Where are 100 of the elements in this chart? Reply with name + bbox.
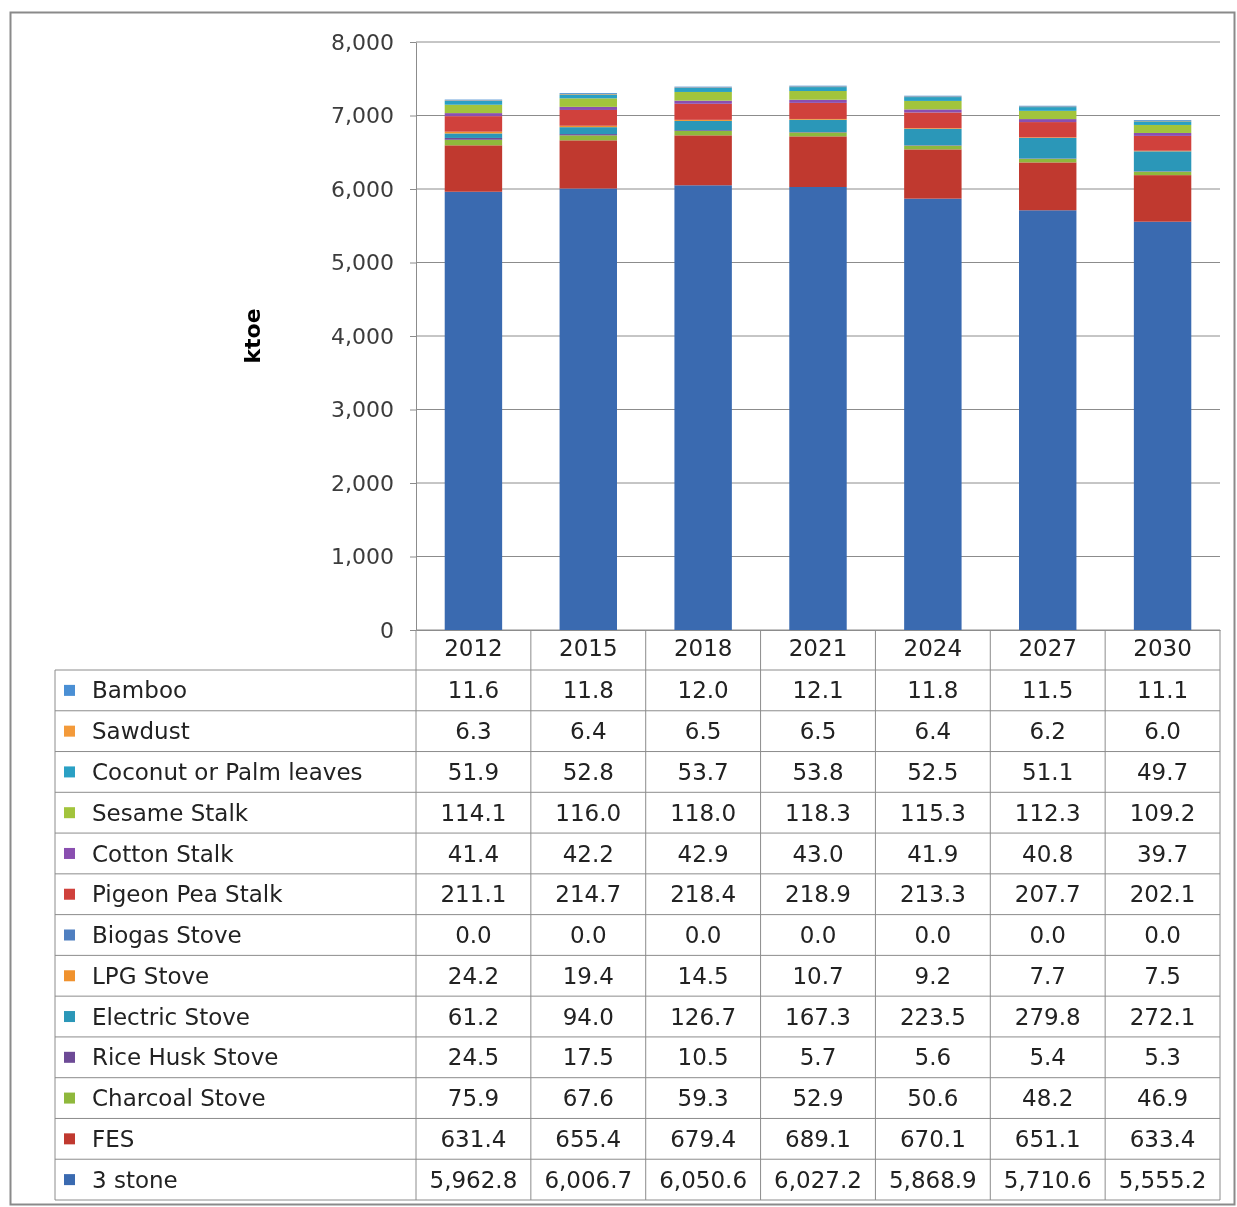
- legend-label: Bamboo: [92, 677, 188, 704]
- data-label: 5.3: [1144, 1044, 1181, 1071]
- x-tick-label: 2021: [788, 635, 848, 662]
- legend-label: Charcoal Stove: [92, 1085, 266, 1112]
- y-tick-label: 6,000: [331, 176, 394, 202]
- y-tick-label: 5,000: [331, 250, 394, 276]
- legend-label: LPG Stove: [92, 962, 210, 989]
- legend-label: Cotton Stalk: [92, 840, 235, 867]
- data-label: 52.9: [792, 1085, 844, 1112]
- data-label: 6.0: [1144, 718, 1181, 745]
- data-label: 5.7: [799, 1044, 837, 1071]
- data-label: 53.7: [677, 758, 729, 785]
- data-label: 5,710.6: [1003, 1166, 1092, 1193]
- data-label: 6.4: [570, 718, 607, 745]
- data-label: 9.2: [914, 962, 952, 989]
- data-label: 52.5: [907, 758, 959, 785]
- data-label: 10.5: [677, 1044, 729, 1071]
- data-label: 6.4: [914, 718, 952, 745]
- data-label: 116.0: [555, 799, 622, 826]
- data-label: 115.3: [899, 799, 966, 826]
- data-label: 126.7: [670, 1003, 737, 1030]
- data-label: 11.8: [562, 677, 614, 704]
- data-label: 118.0: [670, 799, 737, 826]
- data-label: 0.0: [455, 922, 492, 949]
- data-label: 14.5: [677, 962, 729, 989]
- data-label: 631.4: [440, 1125, 507, 1152]
- data-label: 40.8: [1022, 840, 1074, 867]
- data-label: 10.7: [792, 962, 844, 989]
- x-tick-label: 2012: [444, 635, 503, 662]
- data-label: 5.4: [1029, 1044, 1066, 1071]
- data-label: 19.4: [562, 962, 614, 989]
- data-label: 0.0: [914, 922, 952, 949]
- data-label: 42.9: [677, 840, 729, 867]
- data-label: 6.5: [799, 718, 837, 745]
- data-label: 51.9: [447, 758, 500, 785]
- data-label: 41.9: [907, 840, 959, 867]
- legend-label: Electric Stove: [92, 1003, 250, 1030]
- data-label: 0.0: [799, 922, 837, 949]
- data-label: 167.3: [785, 1003, 851, 1030]
- data-label: 6.5: [684, 718, 722, 745]
- data-label: 114.1: [440, 799, 507, 826]
- data-label: 7.5: [1144, 962, 1181, 989]
- data-label: 5,962.8: [429, 1166, 518, 1193]
- data-label: 118.3: [785, 799, 851, 826]
- data-label: 67.6: [562, 1085, 614, 1112]
- data-label: 679.4: [670, 1125, 737, 1152]
- data-label: 6,050.6: [659, 1166, 748, 1193]
- legend-label: FES: [92, 1125, 135, 1152]
- y-tick-label: 7,000: [331, 103, 394, 129]
- data-label: 52.8: [562, 758, 614, 785]
- data-label: 218.9: [785, 881, 851, 908]
- legend-label: Sawdust: [92, 718, 190, 745]
- data-label: 12.1: [792, 677, 844, 704]
- y-tick-label: 1,000: [331, 544, 394, 570]
- data-label: 6.2: [1029, 718, 1066, 745]
- legend-label: 3 stone: [92, 1166, 178, 1193]
- data-label: 49.7: [1136, 758, 1189, 785]
- data-label: 223.5: [899, 1003, 966, 1030]
- data-label: 53.8: [792, 758, 844, 785]
- y-tick-label: 2,000: [331, 470, 394, 496]
- data-label: 11.1: [1136, 677, 1189, 704]
- data-label: 670.1: [899, 1125, 966, 1152]
- data-label: 0.0: [570, 922, 607, 949]
- data-label: 7.7: [1029, 962, 1066, 989]
- data-label: 42.2: [562, 840, 614, 867]
- data-label: 207.7: [1014, 881, 1081, 908]
- data-label: 41.4: [447, 840, 500, 867]
- data-label: 279.8: [1014, 1003, 1081, 1030]
- legend-label: Coconut or Palm leaves: [92, 758, 363, 785]
- data-label: 689.1: [785, 1125, 851, 1152]
- data-label: 272.1: [1129, 1003, 1196, 1030]
- x-tick-label: 2024: [903, 635, 963, 662]
- data-label: 11.6: [447, 677, 500, 704]
- data-label: 11.8: [907, 677, 959, 704]
- data-label: 655.4: [555, 1125, 622, 1152]
- data-label: 218.4: [670, 881, 737, 908]
- x-tick-label: 2015: [559, 635, 618, 662]
- data-label: 48.2: [1022, 1085, 1074, 1112]
- data-label: 75.9: [447, 1085, 500, 1112]
- data-label: 12.0: [677, 677, 729, 704]
- data-label: 6.3: [455, 718, 492, 745]
- data-label: 11.5: [1022, 677, 1074, 704]
- x-tick-label: 2018: [673, 635, 733, 662]
- y-tick-label: 8,000: [331, 29, 394, 55]
- data-label: 61.2: [447, 1003, 500, 1030]
- legend-label: Biogas Stove: [92, 922, 242, 949]
- legend-label: Pigeon Pea Stalk: [92, 881, 284, 908]
- data-label: 651.1: [1014, 1125, 1081, 1152]
- y-tick-label: 3,000: [331, 397, 394, 423]
- data-label: 24.5: [447, 1044, 500, 1071]
- data-label: 39.7: [1136, 840, 1189, 867]
- data-label: 59.3: [677, 1085, 729, 1112]
- data-label: 0.0: [1029, 922, 1066, 949]
- x-tick-label: 2030: [1133, 635, 1192, 662]
- data-label: 46.9: [1136, 1085, 1189, 1112]
- data-label: 213.3: [899, 881, 966, 908]
- data-label: 17.5: [562, 1044, 614, 1071]
- data-label: 5.6: [914, 1044, 952, 1071]
- data-label: 43.0: [792, 840, 844, 867]
- data-label: 6,027.2: [774, 1166, 862, 1193]
